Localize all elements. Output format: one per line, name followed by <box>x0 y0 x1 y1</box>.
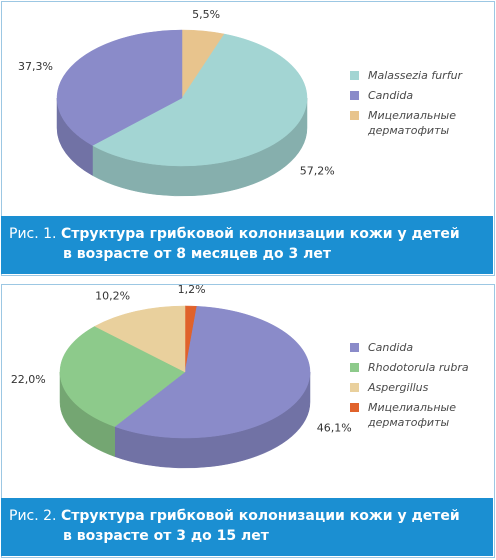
legend-label: Candida <box>368 341 414 354</box>
legend-swatch <box>350 111 359 120</box>
chart-title-line2: в возрасте от 8 месяцев до 3 лет <box>63 246 331 262</box>
legend-item: Malassezia furfur <box>350 68 490 83</box>
value-label: 46,1% <box>317 421 352 434</box>
legend-label: Candida <box>368 89 414 102</box>
chart-title: Структура грибковой колонизации кожи у д… <box>60 508 460 524</box>
legend-item: Мицелиальные дерматофиты <box>350 108 490 138</box>
legend-swatch <box>350 383 359 392</box>
legend-item: Candida <box>350 88 490 103</box>
legend-label: Мицелиальные дерматофиты <box>368 401 456 429</box>
legend-swatch <box>350 71 359 80</box>
legend-swatch <box>350 343 359 352</box>
legend-label: Мицелиальные дерматофиты <box>368 109 456 137</box>
pie-slice <box>94 305 186 373</box>
caption-label: Рис. 2. <box>9 508 57 524</box>
legend-item: Мицелиальные дерматофиты <box>350 400 490 430</box>
legend-item: Aspergillus <box>350 380 490 395</box>
legend: Malassezia furfur Candida Мицелиальные дер… <box>350 68 490 143</box>
caption: Рис. 2. Структура грибковой колонизации … <box>1 498 493 556</box>
caption-label: Рис. 1. <box>9 226 57 242</box>
legend: Candida Rhodotorula rubra Aspergillus Мицел… <box>350 340 490 435</box>
legend-item: Candida <box>350 340 490 355</box>
value-label: 1,2% <box>178 283 206 296</box>
legend-label: Rhodotorula rubra <box>368 361 469 374</box>
legend-item: Rhodotorula rubra <box>350 360 490 375</box>
caption: Рис. 1. Структура грибковой колонизации … <box>1 216 493 274</box>
value-label: 57,2% <box>300 164 335 177</box>
pie-slice <box>56 29 183 146</box>
pie-slice <box>59 326 186 427</box>
legend-label: Malassezia furfur <box>368 69 463 82</box>
legend-swatch <box>350 403 359 412</box>
chart-title: Структура грибковой колонизации кожи у д… <box>60 226 460 242</box>
legend-swatch <box>350 91 359 100</box>
legend-swatch <box>350 363 359 372</box>
pie-slice <box>91 33 308 167</box>
pie-slice <box>114 306 311 439</box>
value-label: 10,2% <box>95 289 130 302</box>
chart-title-line2: в возрасте от 3 до 15 лет <box>63 528 269 544</box>
value-label: 37,3% <box>18 60 53 73</box>
value-label: 22,0% <box>11 373 46 386</box>
value-label: 5,5% <box>192 8 220 21</box>
legend-label: Aspergillus <box>368 381 429 394</box>
